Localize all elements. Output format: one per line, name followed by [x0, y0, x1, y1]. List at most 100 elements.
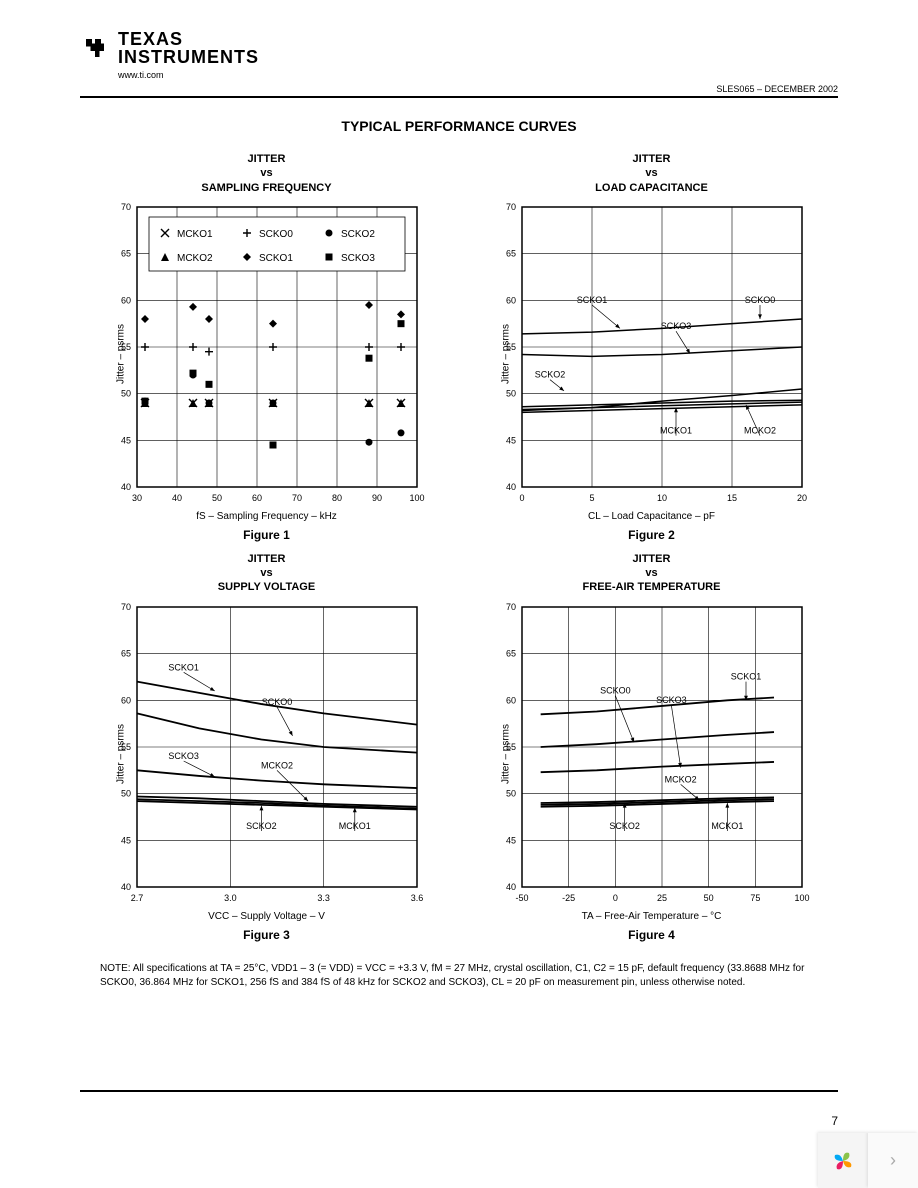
svg-text:20: 20	[796, 493, 806, 503]
svg-text:50: 50	[120, 788, 130, 798]
top-rule	[80, 96, 838, 98]
svg-text:0: 0	[519, 493, 524, 503]
chart-title: JITTERvsSUPPLY VOLTAGE	[218, 552, 315, 595]
ti-logo-icon	[80, 33, 110, 63]
svg-text:MCKO2: MCKO2	[260, 760, 292, 770]
page-number: 7	[831, 1114, 838, 1128]
chart-svg: 404550556065702.73.03.33.6SCKO1SCKO0SCKO…	[97, 599, 437, 919]
svg-text:70: 70	[120, 202, 130, 212]
svg-text:60: 60	[120, 695, 130, 705]
chart-2: JITTERvsLOAD CAPACITANCE Jitter – psrms …	[474, 152, 829, 542]
figure-label: Figure 1	[243, 528, 290, 542]
chart-svg: 4045505560657030405060708090100MCKO1SCKO…	[97, 199, 437, 519]
svg-text:SCKO3: SCKO3	[660, 321, 691, 331]
svg-text:SCKO2: SCKO2	[609, 821, 640, 831]
svg-text:10: 10	[656, 493, 666, 503]
svg-text:2.7: 2.7	[130, 893, 143, 903]
chevron-right-icon[interactable]: ›	[868, 1133, 918, 1188]
svg-text:45: 45	[505, 835, 515, 845]
figure-label: Figure 3	[243, 928, 290, 942]
svg-text:50: 50	[703, 893, 713, 903]
svg-text:60: 60	[120, 295, 130, 305]
svg-text:SCKO3: SCKO3	[168, 751, 199, 761]
svg-text:SCKO0: SCKO0	[261, 697, 292, 707]
chart-3: JITTERvsSUPPLY VOLTAGE Jitter – psrms 40…	[89, 552, 444, 942]
svg-text:SCKO1: SCKO1	[259, 253, 293, 264]
svg-text:30: 30	[131, 493, 141, 503]
svg-text:MCKO1: MCKO1	[177, 229, 213, 240]
figure-label: Figure 2	[628, 528, 675, 542]
y-axis-label: Jitter – psrms	[500, 324, 511, 384]
svg-text:45: 45	[505, 435, 515, 445]
svg-text:50: 50	[505, 788, 515, 798]
svg-text:65: 65	[505, 249, 515, 259]
svg-text:40: 40	[120, 882, 130, 892]
svg-text:SCKO1: SCKO1	[168, 662, 199, 672]
svg-text:SCKO0: SCKO0	[600, 685, 631, 695]
bottom-rule	[80, 1090, 838, 1092]
svg-text:100: 100	[409, 493, 424, 503]
svg-text:SCKO0: SCKO0	[259, 229, 293, 240]
svg-text:SCKO3: SCKO3	[656, 695, 687, 705]
svg-text:60: 60	[251, 493, 261, 503]
svg-text:SCKO3: SCKO3	[341, 253, 375, 264]
logo-block: TEXAS INSTRUMENTS www.ti.com	[80, 30, 838, 80]
svg-text:SCKO0: SCKO0	[744, 295, 775, 305]
y-axis-label: Jitter – psrms	[115, 724, 126, 784]
logo-url: www.ti.com	[118, 70, 838, 80]
svg-text:50: 50	[211, 493, 221, 503]
svg-text:50: 50	[120, 389, 130, 399]
svg-text:70: 70	[505, 602, 515, 612]
svg-text:45: 45	[120, 835, 130, 845]
doc-id: SLES065 – DECEMBER 2002	[80, 84, 838, 94]
logo-text-1: TEXAS	[118, 30, 259, 48]
footnote: NOTE: All specifications at TA = 25°C, V…	[80, 962, 838, 990]
corner-widget[interactable]: ›	[818, 1133, 918, 1188]
svg-text:70: 70	[291, 493, 301, 503]
svg-text:40: 40	[505, 882, 515, 892]
pinwheel-icon[interactable]	[818, 1133, 868, 1188]
logo-text-2: INSTRUMENTS	[118, 48, 259, 66]
svg-text:SCKO1: SCKO1	[730, 671, 761, 681]
svg-text:75: 75	[750, 893, 760, 903]
svg-text:-50: -50	[515, 893, 528, 903]
svg-text:SCKO2: SCKO2	[341, 229, 375, 240]
svg-text:25: 25	[656, 893, 666, 903]
svg-text:SCKO2: SCKO2	[246, 821, 277, 831]
svg-text:MCKO2: MCKO2	[177, 253, 213, 264]
svg-text:50: 50	[505, 389, 515, 399]
svg-text:MCKO2: MCKO2	[743, 426, 775, 436]
svg-text:65: 65	[120, 648, 130, 658]
svg-text:3.0: 3.0	[224, 893, 237, 903]
svg-text:65: 65	[120, 249, 130, 259]
svg-text:80: 80	[331, 493, 341, 503]
figure-label: Figure 4	[628, 928, 675, 942]
svg-text:60: 60	[505, 695, 515, 705]
svg-text:MCKO1: MCKO1	[711, 821, 743, 831]
svg-text:70: 70	[120, 602, 130, 612]
svg-text:45: 45	[120, 435, 130, 445]
svg-text:40: 40	[171, 493, 181, 503]
chart-svg: 4045505560657005101520SCKO1SCKO3SCKO0SCK…	[482, 199, 822, 519]
chart-1: JITTERvsSAMPLING FREQUENCY Jitter – psrm…	[89, 152, 444, 542]
svg-text:90: 90	[371, 493, 381, 503]
chart-4: JITTERvsFREE-AIR TEMPERATURE Jitter – ps…	[474, 552, 829, 942]
svg-text:100: 100	[794, 893, 809, 903]
chart-title: JITTERvsLOAD CAPACITANCE	[595, 152, 708, 195]
section-title: TYPICAL PERFORMANCE CURVES	[80, 118, 838, 134]
chart-title: JITTERvsFREE-AIR TEMPERATURE	[583, 552, 721, 595]
svg-text:-25: -25	[562, 893, 575, 903]
y-axis-label: Jitter – psrms	[500, 724, 511, 784]
chart-grid: JITTERvsSAMPLING FREQUENCY Jitter – psrm…	[89, 152, 829, 942]
svg-text:40: 40	[120, 482, 130, 492]
svg-text:15: 15	[726, 493, 736, 503]
svg-text:MCKO1: MCKO1	[338, 821, 370, 831]
svg-text:MCKO1: MCKO1	[659, 426, 691, 436]
svg-text:5: 5	[589, 493, 594, 503]
y-axis-label: Jitter – psrms	[115, 324, 126, 384]
svg-text:3.3: 3.3	[317, 893, 330, 903]
svg-text:MCKO2: MCKO2	[664, 774, 696, 784]
svg-text:3.6: 3.6	[410, 893, 423, 903]
svg-text:0: 0	[612, 893, 617, 903]
svg-text:SCKO2: SCKO2	[534, 370, 565, 380]
